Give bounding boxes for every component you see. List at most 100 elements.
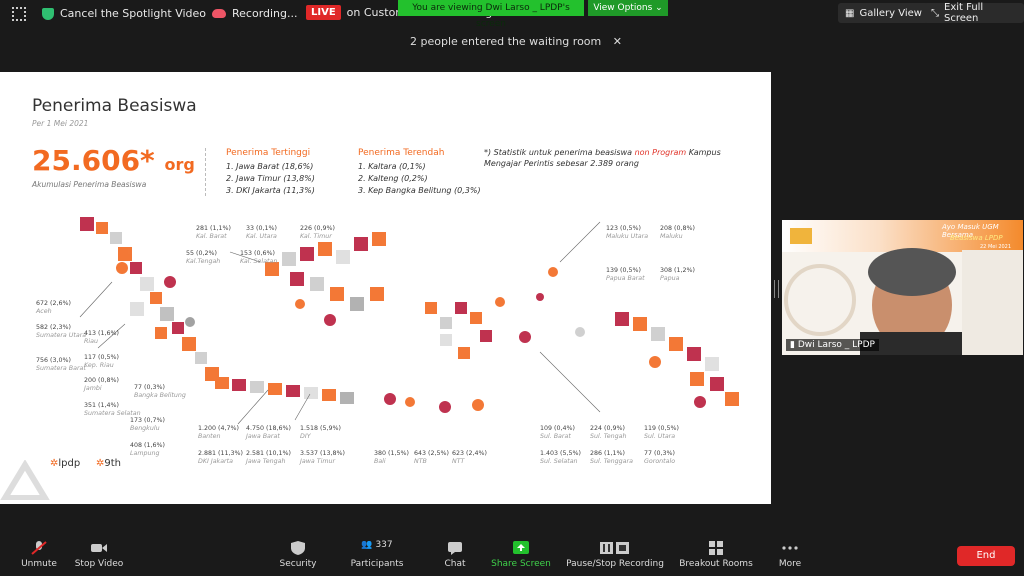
region-stat: 226 (0,9%) Kal. Timur (300, 225, 335, 240)
region-stat: 33 (0,1%) Kal. Utara (246, 225, 277, 240)
region-stat: 286 (1,1%) Sul. Tenggara (590, 450, 633, 465)
security-button[interactable]: Security (263, 540, 333, 569)
participants-indicator: 👥 337 (340, 540, 414, 556)
region-stat: 1.200 (4,7%) Banten (198, 425, 239, 440)
recording-cloud-icon (212, 9, 226, 18)
shared-screen-slide: Penerima Beasiswa Per 1 Mei 2021 25.606*… (0, 72, 771, 504)
region-stat: 117 (0,5%) Kep. Riau (84, 354, 119, 369)
share-arrow-icon (513, 541, 529, 554)
slide-title: Penerima Beasiswa (32, 96, 197, 116)
pause-stop-recording-button[interactable]: Pause/Stop Recording (562, 540, 668, 569)
region-stat: 413 (1,6%) Riau (84, 330, 119, 345)
view-options-button[interactable]: View Options ⌄ (588, 0, 668, 16)
low-list-item: 1. Kaltara (0,1%) (358, 162, 426, 171)
breakout-rooms-button[interactable]: Breakout Rooms (676, 540, 756, 569)
note-highlight: non Program (634, 148, 687, 157)
gallery-view-button[interactable]: ▦ Gallery View (838, 3, 929, 23)
pause-stop-recording-label: Pause/Stop Recording (566, 559, 664, 569)
share-screen-button[interactable]: Share Screen (486, 540, 556, 569)
region-stat: 582 (2,3%) Sumatera Utara (36, 324, 87, 339)
region-stat: 623 (2,4%) NTT (452, 450, 487, 465)
more-label: More (778, 559, 802, 569)
virtual-background-banner: Ayo Masuk UGM Bersama Beasiswa LPDP 22 M… (782, 220, 1023, 252)
unmute-label: Unmute (21, 559, 57, 569)
region-stat: 173 (0,7%) Bengkulu (130, 417, 165, 432)
cancel-spotlight-button[interactable]: Cancel the Spotlight Video (42, 7, 206, 20)
region-stat: 281 (1,1%) Kal. Barat (196, 225, 231, 240)
low-list-item: 2. Kalteng (0,2%) (358, 174, 428, 183)
region-stat: 208 (0,8%) Maluku (660, 225, 695, 240)
split-resize-handle[interactable] (774, 280, 779, 298)
video-camera-icon (91, 544, 107, 552)
region-stat: 3.537 (13,8%) Jawa Timur (300, 450, 345, 465)
shield-icon (291, 541, 305, 555)
region-stat: 2.581 (10,1%) Jawa Tengah (246, 450, 291, 465)
total-caption: Akumulasi Penerima Beasiswa (32, 180, 147, 189)
region-stat: 351 (1,4%) Sumatera Selatan (84, 402, 141, 417)
viewing-screen-banner: You are viewing Dwi Larso _ LPDP's scree… (398, 0, 584, 29)
mic-muted-icon (31, 541, 47, 555)
security-label: Security (279, 559, 317, 569)
breakout-rooms-label: Breakout Rooms (679, 559, 753, 569)
region-stat: 109 (0,4%) Sul. Barat (540, 425, 575, 440)
lpdp-logo-text: lpdp (58, 458, 81, 469)
region-stat: 756 (3,0%) Sumatera Barat (36, 357, 86, 372)
recording-label: Recording... (232, 7, 298, 20)
people-icon: 👥 (361, 540, 373, 550)
participant-video-tile[interactable]: Ayo Masuk UGM Bersama Beasiswa LPDP 22 M… (782, 220, 1023, 355)
meeting-toolbar: Unmute Stop Video Security 👥 337 Partici… (0, 536, 1024, 576)
region-stat: 119 (0,5%) Sul. Utara (644, 425, 679, 440)
total-value: 25.606* (32, 144, 155, 177)
chat-label: Chat (444, 559, 466, 569)
statistics-note: *) Statistik untuk penerima beasiswa non… (484, 147, 734, 169)
grid-icon[interactable] (12, 7, 26, 21)
region-stat: 2.881 (11,3%) DKI Jakarta (198, 450, 243, 465)
region-stat: 139 (0,5%) Papua Barat (606, 267, 645, 282)
stop-video-label: Stop Video (74, 559, 124, 569)
gallery-view-label: Gallery View (859, 7, 922, 19)
participant-nameplate: ▮ Dwi Larso _ LPDP (786, 339, 879, 351)
more-button[interactable]: More (755, 540, 825, 569)
waiting-room-notification: 2 people entered the waiting room ✕ (410, 35, 622, 48)
low-list-item: 3. Kep Bangka Belitung (0,3%) (358, 186, 481, 195)
region-stat: 643 (2,5%) NTB (414, 450, 449, 465)
anniversary-logo-text: 9th (104, 458, 122, 469)
top-list-item: 3. DKI Jakarta (11,3%) (226, 186, 315, 195)
indonesia-map-illustration (79, 217, 739, 425)
banner-date: 22 Mei 2021 (980, 244, 1012, 250)
participants-count: 337 (375, 540, 393, 550)
lpdp-logo: ✲lpdp (50, 458, 81, 469)
chat-button[interactable]: Chat (420, 540, 490, 569)
note-suffix: Kampus Mengajar Perintis sebesar 2.389 o… (484, 148, 721, 168)
region-stat: 408 (1,6%) Lampung (130, 442, 165, 457)
exit-fullscreen-label: Exit Full Screen (944, 2, 984, 24)
pause-stop-icon (600, 542, 629, 554)
exit-fullscreen-button[interactable]: ⤡ Exit Full Screen (924, 2, 1024, 24)
recording-indicator[interactable]: Recording... (212, 7, 298, 20)
exit-fullscreen-icon: ⤡ (931, 7, 939, 19)
top-recipients-heading: Penerima Tertinggi (226, 148, 311, 158)
region-stat: 672 (2,6%) Aceh (36, 300, 71, 315)
cancel-spotlight-label: Cancel the Spotlight Video (60, 7, 207, 20)
close-icon[interactable]: ✕ (612, 35, 622, 48)
live-badge: LIVE (306, 5, 341, 20)
region-stat: 1.518 (5,9%) DIY (300, 425, 341, 440)
banner-title: Ayo Masuk UGM Bersama (942, 223, 999, 239)
end-meeting-button[interactable]: End (957, 546, 1015, 566)
unmute-button[interactable]: Unmute (4, 540, 74, 569)
region-stat: 1.403 (5,5%) Sul. Selatan (540, 450, 581, 465)
participant-name: Dwi Larso _ LPDP (797, 340, 875, 350)
divider (205, 148, 207, 196)
waiting-room-text: 2 people entered the waiting room (410, 35, 602, 48)
total-unit: org (164, 155, 195, 174)
region-stat: 77 (0,3%) Bangka Belitung (134, 384, 186, 399)
region-stat: 224 (0,9%) Sul. Tengah (590, 425, 627, 440)
note-prefix: *) Statistik untuk penerima beasiswa (484, 148, 635, 157)
participants-button[interactable]: 👥 337 Participants (340, 540, 414, 569)
gallery-grid-icon: ▦ (845, 7, 855, 19)
top-list-item: 2. Jawa Timur (13,8%) (226, 174, 315, 183)
top-list-item: 1. Jawa Barat (18,6%) (226, 162, 314, 171)
chat-bubble-icon (448, 542, 462, 555)
stop-video-button[interactable]: Stop Video (64, 540, 134, 569)
slide-subtitle: Per 1 Mei 2021 (32, 119, 89, 128)
